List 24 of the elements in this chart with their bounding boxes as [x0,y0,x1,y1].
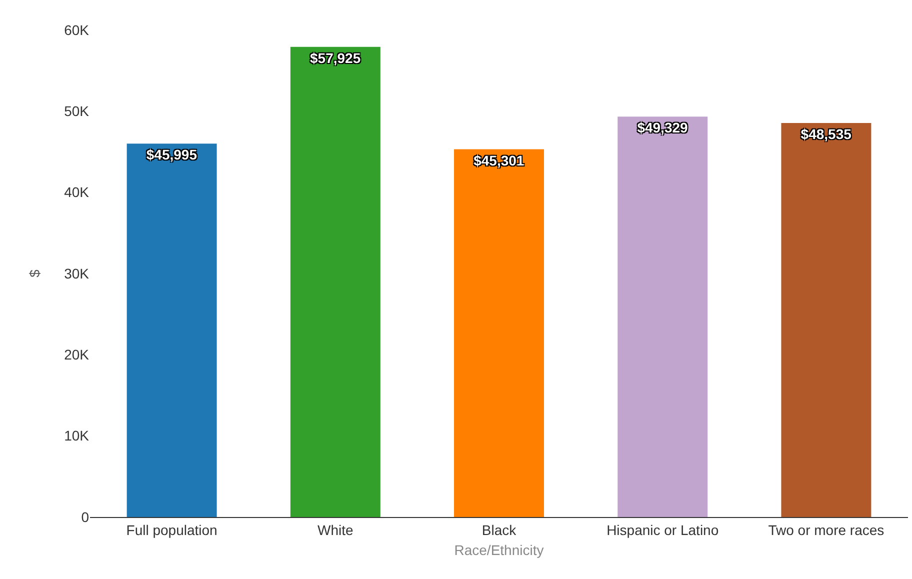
y-axis-title: $ [26,269,43,278]
x-tick-label: Hispanic or Latino [606,522,719,538]
x-tick-label: Black [482,522,518,538]
bar [618,116,708,517]
data-label: $49,329 [637,120,688,136]
x-tick-label: Full population [126,522,218,538]
y-tick-label: 40K [64,184,90,200]
y-tick-label: 60K [64,22,90,38]
data-label: $45,301 [474,152,524,168]
bar [454,149,544,517]
y-tick-label: 20K [64,346,90,363]
y-tick-label: 0 [81,508,90,525]
bar [781,123,872,517]
y-tick-label: 30K [64,265,90,282]
data-label: $57,925 [310,50,361,66]
bar [290,46,380,517]
y-tick-label: 50K [64,103,90,120]
data-label: $48,535 [800,126,852,142]
x-tick-label: White [318,522,354,538]
data-label: $45,995 [146,146,198,163]
y-tick-label: 10K [64,428,90,444]
bar [126,144,217,517]
x-tick-label: Two or more races [768,522,884,538]
x-axis-title: Race/Ethnicity [454,542,544,558]
